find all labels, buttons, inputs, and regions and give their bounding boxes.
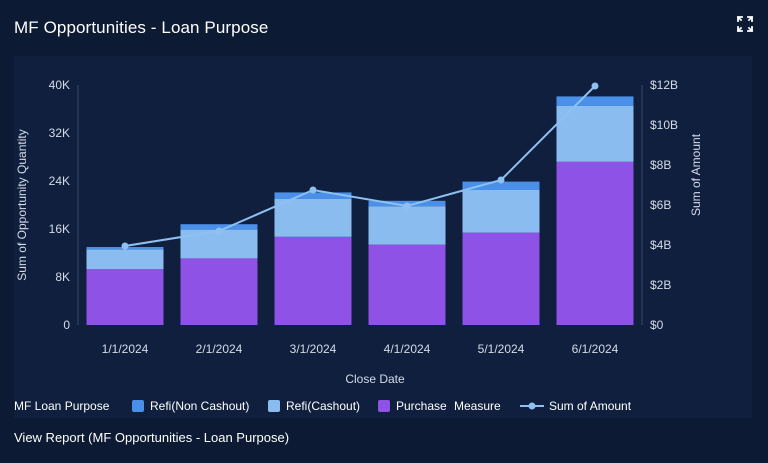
bar-refi-cashout: [368, 206, 446, 245]
bar-refi-cashout: [86, 249, 164, 270]
y-tick-label-left: 16K: [49, 222, 70, 236]
y-tick-label-right: $2B: [650, 278, 671, 292]
bar-refi-cashout: [462, 190, 540, 233]
line-sum-of-amount: [124, 85, 596, 247]
y-tick-label-right: $10B: [650, 118, 678, 132]
line-point-sum-of-amount: [215, 227, 223, 235]
y-tick-label-left: 40K: [49, 78, 70, 92]
x-tick-label: 5/1/2024: [478, 342, 525, 356]
line-point-sum-of-amount: [121, 242, 129, 250]
bar-refi-non-cashout: [556, 96, 634, 106]
legend-label-refi-cashout: Refi(Cashout): [286, 399, 360, 413]
line-point-sum-of-amount: [497, 176, 505, 184]
y-tick-label-right: $12B: [650, 78, 678, 92]
bar-purchase: [180, 258, 258, 325]
y-tick-label-left: 24K: [49, 174, 70, 188]
stacked-bar-line-chart: 0 8K 16K 24K 32K 40K $0 $2B $4B $6B $8B $10B $12B Sum…: [14, 78, 703, 413]
bar-purchase: [368, 244, 446, 325]
bar-refi-non-cashout: [274, 192, 352, 199]
legend-marker-sum-of-amount: [528, 402, 536, 410]
y-axis-title-left: Sum of Opportunity Quantity: [15, 129, 29, 280]
legend-measure-title: Measure: [454, 399, 501, 413]
line-point-sum-of-amount: [309, 186, 317, 194]
legend-label-refi-non-cashout: Refi(Non Cashout): [150, 399, 249, 413]
y-tick-label-right: $0: [650, 318, 664, 332]
bar-purchase: [86, 269, 164, 325]
chart-title: MF Opportunities - Loan Purpose: [14, 18, 269, 37]
legend-swatch-purchase: [378, 400, 390, 412]
x-tick-label: 3/1/2024: [290, 342, 337, 356]
legend-label-purchase: Purchase: [396, 399, 447, 413]
legend-label-sum-of-amount: Sum of Amount: [549, 399, 632, 413]
chart-header: MF Opportunities - Loan Purpose: [0, 0, 768, 56]
bar-refi-cashout: [556, 106, 634, 162]
x-tick-label: 6/1/2024: [572, 342, 619, 356]
expand-icon[interactable]: [735, 14, 755, 34]
bar-refi-non-cashout: [462, 181, 540, 190]
y-tick-label-right: $8B: [650, 158, 671, 172]
x-axis-title: Close Date: [345, 372, 405, 386]
legend-swatch-refi-cashout: [268, 400, 280, 412]
bar-refi-cashout: [274, 199, 352, 237]
x-tick-label: 4/1/2024: [384, 342, 431, 356]
bar-purchase: [274, 236, 352, 325]
legend-title: MF Loan Purpose: [14, 399, 110, 413]
y-tick-label-right: $6B: [650, 198, 671, 212]
bar-refi-non-cashout: [180, 224, 258, 230]
y-tick-label-right: $4B: [650, 238, 671, 252]
y-axis-title-right: Sum of Amount: [689, 133, 703, 216]
y-tick-label-left: 32K: [49, 126, 70, 140]
y-tick-label-left: 0: [63, 318, 70, 332]
view-report-link[interactable]: View Report (MF Opportunities - Loan Pur…: [14, 430, 290, 445]
x-tick-label: 1/1/2024: [102, 342, 149, 356]
line-point-sum-of-amount: [403, 202, 411, 210]
chart-panel: 0 8K 16K 24K 32K 40K $0 $2B $4B $6B $8B $10B $12B Sum…: [14, 56, 752, 418]
bar-purchase: [556, 161, 634, 325]
line-point-sum-of-amount: [591, 82, 599, 90]
x-tick-label: 2/1/2024: [196, 342, 243, 356]
y-tick-label-left: 8K: [55, 270, 70, 284]
legend-swatch-refi-non-cashout: [132, 400, 144, 412]
bar-purchase: [462, 232, 540, 325]
